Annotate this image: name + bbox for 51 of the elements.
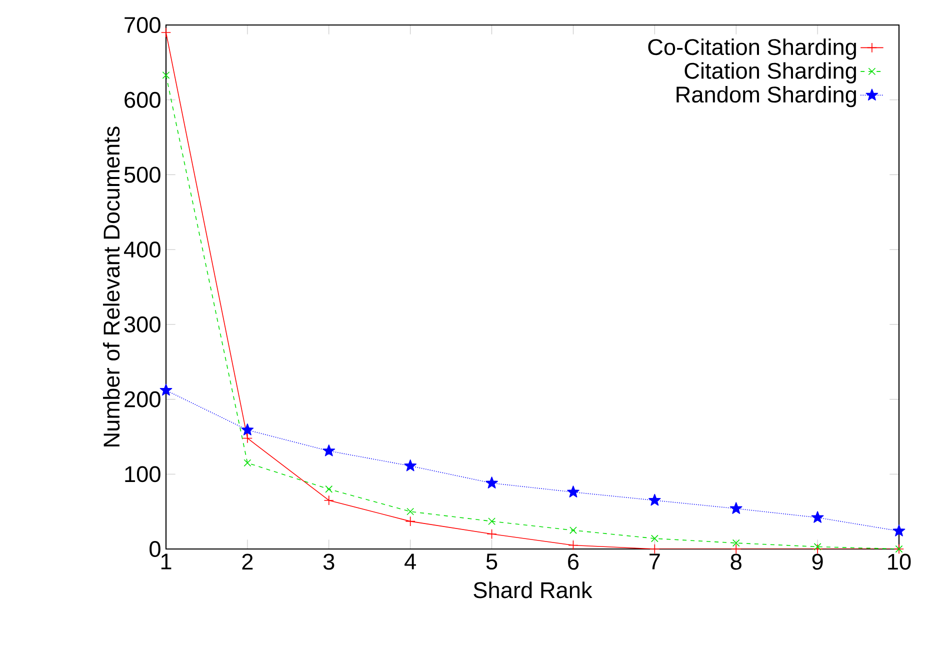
point	[241, 424, 254, 436]
y-tick-label: 600	[124, 92, 160, 108]
point	[568, 540, 578, 550]
legend-label: Citation Sharding	[684, 62, 856, 84]
point	[244, 459, 252, 467]
point	[162, 71, 170, 79]
x-tick-label: 10	[888, 554, 911, 570]
point	[160, 384, 172, 396]
point	[892, 524, 906, 536]
x-tick-label: 1	[161, 554, 172, 570]
point	[488, 518, 496, 526]
point	[405, 516, 416, 526]
point	[648, 494, 661, 506]
point	[814, 543, 822, 550]
point	[324, 495, 334, 506]
point	[486, 476, 498, 488]
point	[811, 511, 824, 523]
x-tick-label: 8	[730, 554, 742, 570]
point	[732, 539, 740, 547]
legend-label: Co-Citation Sharding	[648, 38, 856, 60]
point	[570, 526, 577, 534]
x-tick-label: 4	[404, 554, 416, 570]
point	[731, 544, 742, 554]
y-tick-label: 500	[124, 166, 160, 183]
y-tick-label: 300	[124, 316, 160, 332]
y-tick-label: 0	[150, 540, 160, 558]
legend-label: Random Sharding	[676, 86, 856, 108]
y-tick-label: 700	[124, 16, 160, 34]
point	[486, 528, 497, 540]
x-axis-title: Shard Rank	[474, 582, 592, 598]
y-axis-title: Number of Relevant Documents	[103, 126, 120, 446]
x-tick-label: 5	[486, 554, 498, 570]
x-tick-label: 9	[812, 554, 823, 570]
x-tick-label: 6	[568, 554, 579, 570]
x-tick-label: 3	[323, 554, 334, 570]
point	[242, 433, 253, 444]
point	[404, 459, 417, 472]
x-tick-label: 7	[650, 554, 660, 570]
y-tick-label: 200	[124, 391, 160, 408]
point	[730, 502, 742, 514]
point	[325, 485, 333, 493]
point	[812, 544, 823, 554]
point	[650, 544, 660, 554]
x-tick-label: 2	[242, 554, 253, 570]
point	[406, 508, 414, 516]
point	[160, 27, 172, 38]
point	[322, 444, 336, 456]
y-tick-label: 400	[124, 242, 160, 258]
point	[567, 486, 580, 498]
y-tick-label: 100	[125, 466, 160, 482]
point	[650, 534, 658, 542]
